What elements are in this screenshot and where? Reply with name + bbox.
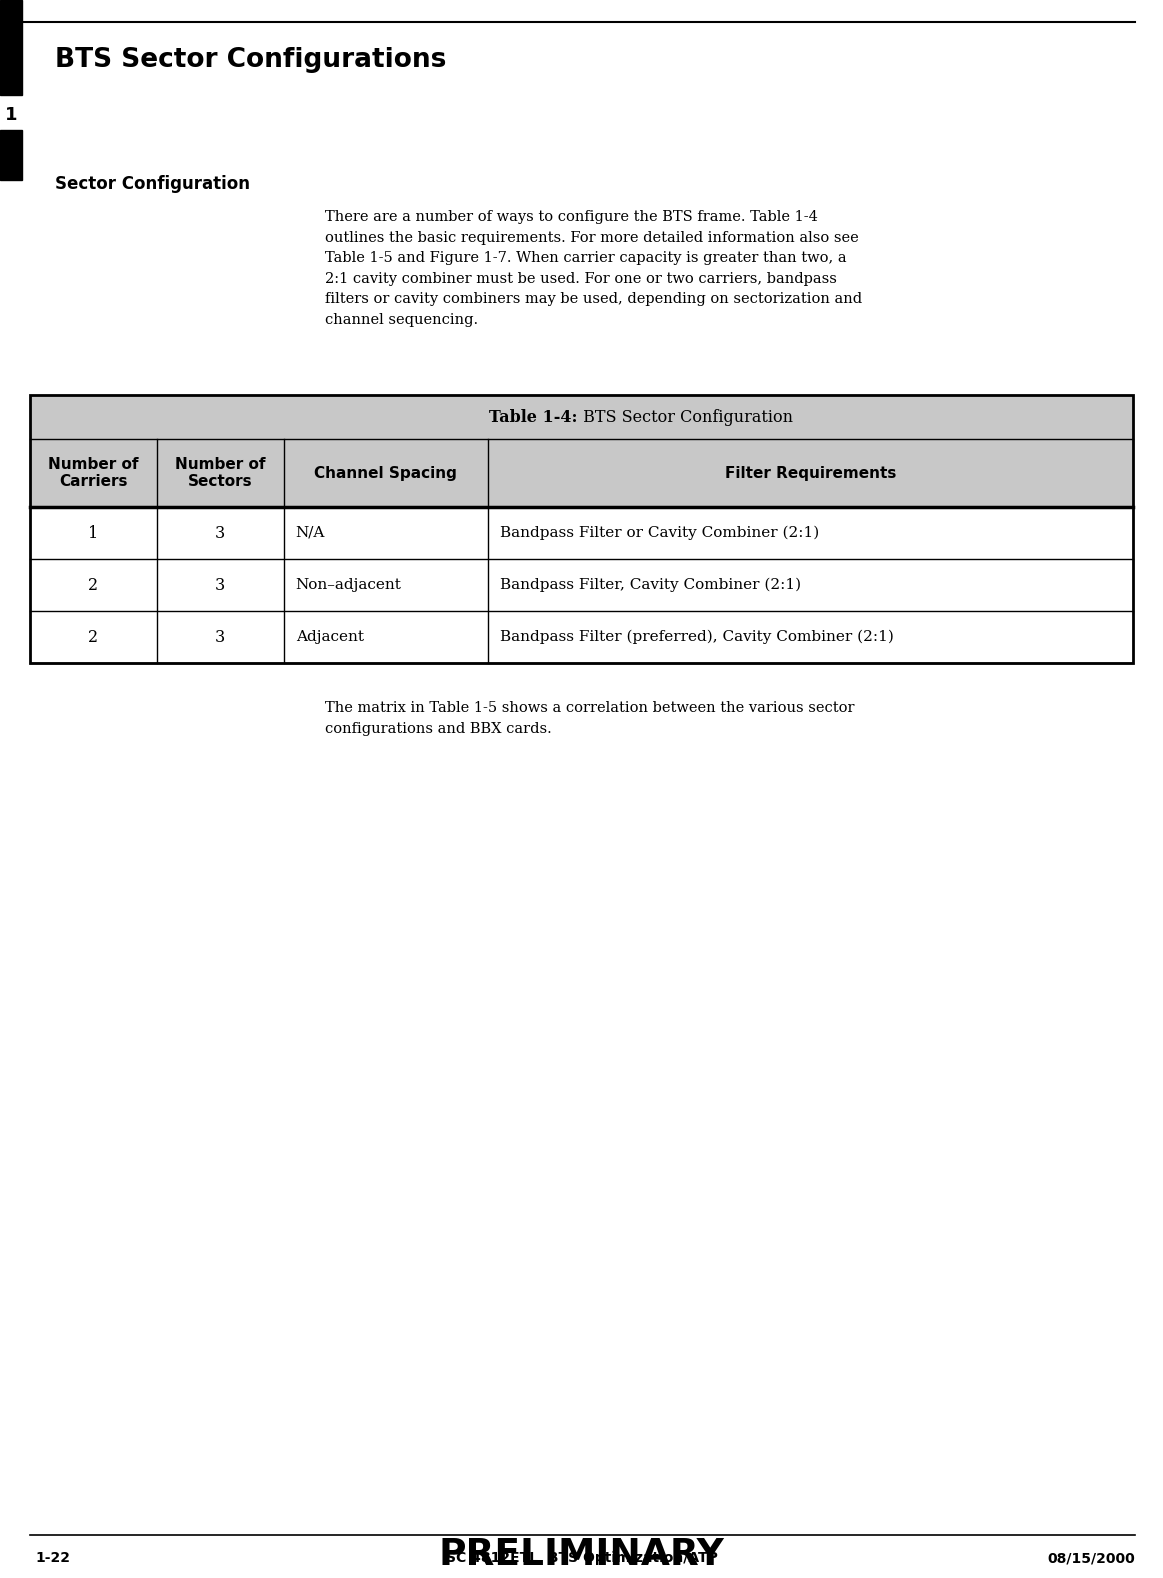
Text: 3: 3 [215, 524, 226, 541]
Text: 3: 3 [215, 576, 226, 593]
Text: SC 4812ETL  BTS Optimization/ATP: SC 4812ETL BTS Optimization/ATP [445, 1551, 718, 1565]
Text: Table 1-4:: Table 1-4: [488, 409, 578, 426]
Text: 2: 2 [88, 576, 99, 593]
Text: 2: 2 [88, 628, 99, 645]
Text: N/A: N/A [295, 525, 326, 540]
Text: Channel Spacing: Channel Spacing [314, 466, 457, 480]
Text: The matrix in Table 1-5 shows a correlation between the various sector
configura: The matrix in Table 1-5 shows a correlat… [324, 701, 855, 735]
Text: 08/15/2000: 08/15/2000 [1047, 1551, 1135, 1565]
Bar [30, 394, 1133, 439]
Bar [0, 129, 22, 180]
Text: Number of
Carriers: Number of Carriers [48, 456, 138, 489]
Text: BTS Sector Configuration: BTS Sector Configuration [578, 409, 792, 426]
Text: PRELIMINARY: PRELIMINARY [438, 1537, 725, 1573]
Text: Filter Requirements: Filter Requirements [725, 466, 896, 480]
Text: Sector Configuration: Sector Configuration [55, 175, 250, 193]
Text: 1: 1 [5, 106, 17, 125]
Text: 1: 1 [88, 524, 99, 541]
Bar [30, 439, 1133, 507]
Text: Adjacent: Adjacent [295, 630, 364, 644]
Text: There are a number of ways to configure the BTS frame. Table 1-4
outlines the ba: There are a number of ways to configure … [324, 210, 862, 327]
Bar [0, 0, 22, 95]
Text: 1-22: 1-22 [35, 1551, 70, 1565]
Text: Bandpass Filter, Cavity Combiner (2:1): Bandpass Filter, Cavity Combiner (2:1) [500, 578, 801, 592]
Text: Bandpass Filter or Cavity Combiner (2:1): Bandpass Filter or Cavity Combiner (2:1) [500, 525, 819, 540]
Text: Number of
Sectors: Number of Sectors [174, 456, 265, 489]
Text: Non–adjacent: Non–adjacent [295, 578, 401, 592]
Text: 3: 3 [215, 628, 226, 645]
Text: Bandpass Filter (preferred), Cavity Combiner (2:1): Bandpass Filter (preferred), Cavity Comb… [500, 630, 893, 644]
Text: BTS Sector Configurations: BTS Sector Configurations [55, 47, 447, 73]
Bar [30, 394, 1133, 663]
